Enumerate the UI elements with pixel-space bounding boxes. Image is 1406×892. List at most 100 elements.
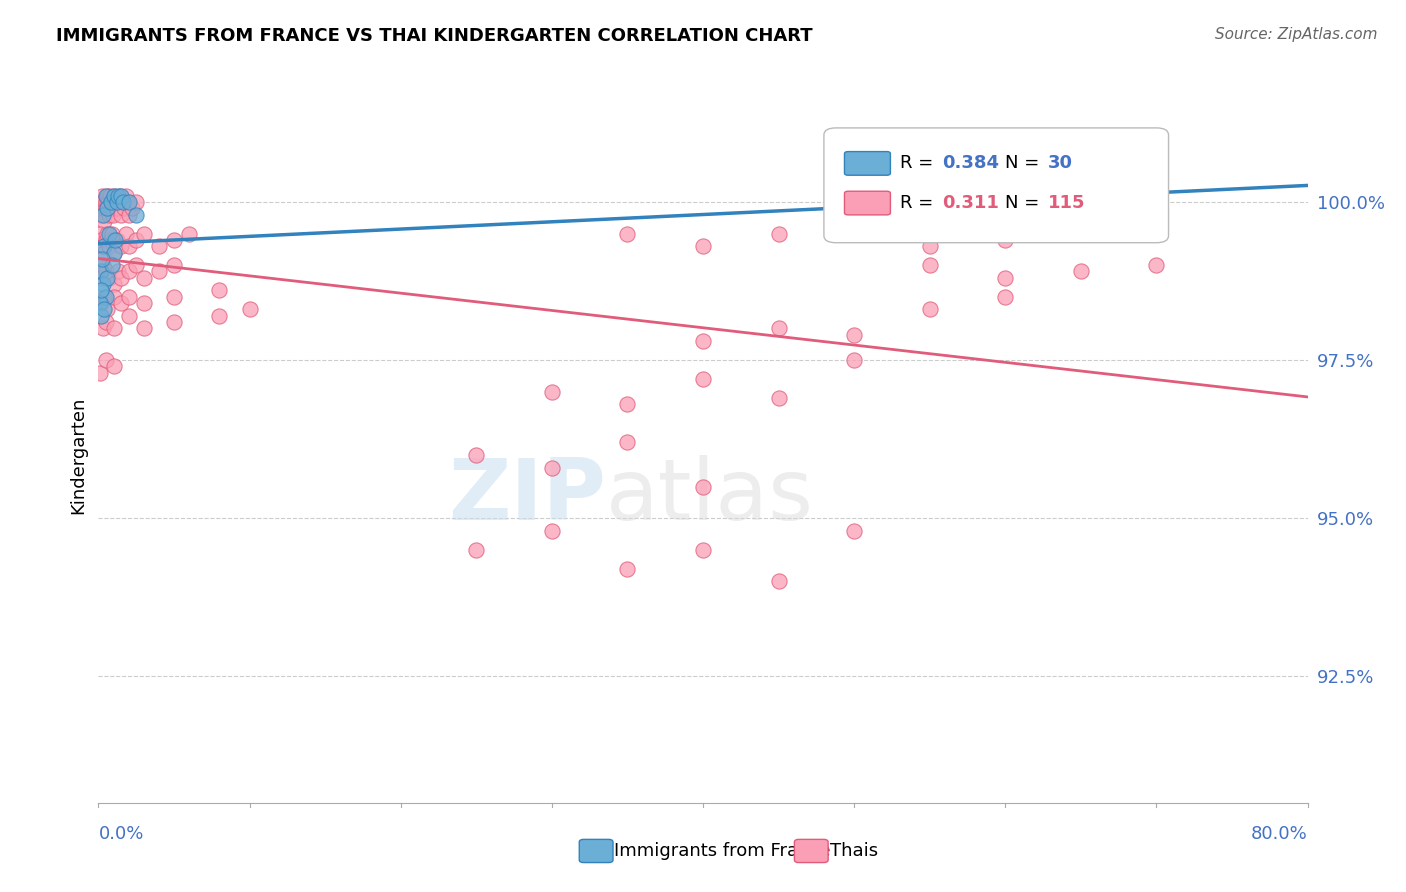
Point <box>93 245 115 260</box>
Point <box>103 359 125 374</box>
Point <box>94 194 117 209</box>
Text: R =: R = <box>900 154 939 172</box>
Point <box>768 227 790 241</box>
Point <box>100 194 122 209</box>
Point <box>103 321 125 335</box>
Point <box>148 239 170 253</box>
Point <box>90 284 112 298</box>
Point <box>90 270 112 285</box>
Point <box>125 233 148 247</box>
Point <box>540 384 562 399</box>
Point <box>105 201 128 215</box>
Text: N =: N = <box>1005 194 1045 212</box>
Point <box>1070 264 1092 278</box>
Point <box>105 194 128 209</box>
Point <box>616 435 638 450</box>
Point <box>96 201 118 215</box>
Point <box>96 227 118 241</box>
Point <box>90 264 112 278</box>
Point <box>111 194 134 209</box>
Point <box>163 290 186 304</box>
Point <box>103 188 125 202</box>
Point <box>91 239 114 253</box>
Point <box>91 188 114 202</box>
Point <box>101 227 124 241</box>
Point <box>103 277 125 292</box>
Point <box>125 208 148 222</box>
Point <box>1144 258 1167 272</box>
Point <box>115 194 138 209</box>
Point <box>93 239 115 253</box>
Point <box>107 188 129 202</box>
Point <box>98 270 121 285</box>
Point <box>692 479 714 493</box>
Point <box>110 208 132 222</box>
Point <box>107 194 129 209</box>
Point <box>89 296 111 310</box>
Point <box>96 201 118 215</box>
Point <box>96 188 118 202</box>
Point <box>94 315 117 329</box>
Point <box>108 188 131 202</box>
Point <box>616 397 638 411</box>
Point <box>89 366 111 380</box>
Point <box>90 233 112 247</box>
Point <box>93 302 115 317</box>
Point <box>118 309 141 323</box>
Point <box>90 201 112 215</box>
Point <box>918 302 941 317</box>
Point <box>94 233 117 247</box>
Point <box>994 194 1017 209</box>
Point <box>121 201 143 215</box>
Point <box>132 296 155 310</box>
FancyBboxPatch shape <box>845 152 890 175</box>
Text: Thais: Thais <box>830 842 877 860</box>
FancyBboxPatch shape <box>824 128 1168 243</box>
Point <box>91 258 114 272</box>
Point <box>132 227 155 241</box>
Point <box>91 208 114 222</box>
Point <box>768 391 790 405</box>
Point <box>844 524 866 538</box>
Point <box>616 227 638 241</box>
Point <box>692 542 714 557</box>
Point <box>1070 188 1092 202</box>
Point <box>101 208 124 222</box>
Point <box>104 194 127 209</box>
Point <box>118 264 141 278</box>
Text: N =: N = <box>1005 154 1045 172</box>
Point <box>1144 194 1167 209</box>
Point <box>93 290 115 304</box>
Point <box>100 201 122 215</box>
Point <box>94 353 117 368</box>
Point <box>98 239 121 253</box>
Point <box>118 208 141 222</box>
Point <box>844 220 866 235</box>
Point <box>1144 220 1167 235</box>
Point <box>107 264 129 278</box>
Point <box>844 353 866 368</box>
Point <box>118 239 141 253</box>
Point <box>163 258 186 272</box>
Point <box>101 258 124 272</box>
Point <box>163 315 186 329</box>
Point <box>91 252 114 266</box>
Point <box>93 214 115 228</box>
Point <box>114 188 136 202</box>
Point <box>91 321 114 335</box>
Point <box>465 542 488 557</box>
Point <box>96 270 118 285</box>
Point <box>97 194 120 209</box>
Point <box>692 239 714 253</box>
Text: 30: 30 <box>1047 154 1073 172</box>
Text: 0.0%: 0.0% <box>98 825 143 843</box>
Point <box>91 277 114 292</box>
Point <box>239 302 262 317</box>
Point <box>132 321 155 335</box>
Point <box>768 321 790 335</box>
Text: IMMIGRANTS FROM FRANCE VS THAI KINDERGARTEN CORRELATION CHART: IMMIGRANTS FROM FRANCE VS THAI KINDERGAR… <box>56 27 813 45</box>
Point <box>94 201 117 215</box>
Text: Immigrants from France: Immigrants from France <box>614 842 831 860</box>
Point <box>90 194 112 209</box>
Point <box>89 208 111 222</box>
